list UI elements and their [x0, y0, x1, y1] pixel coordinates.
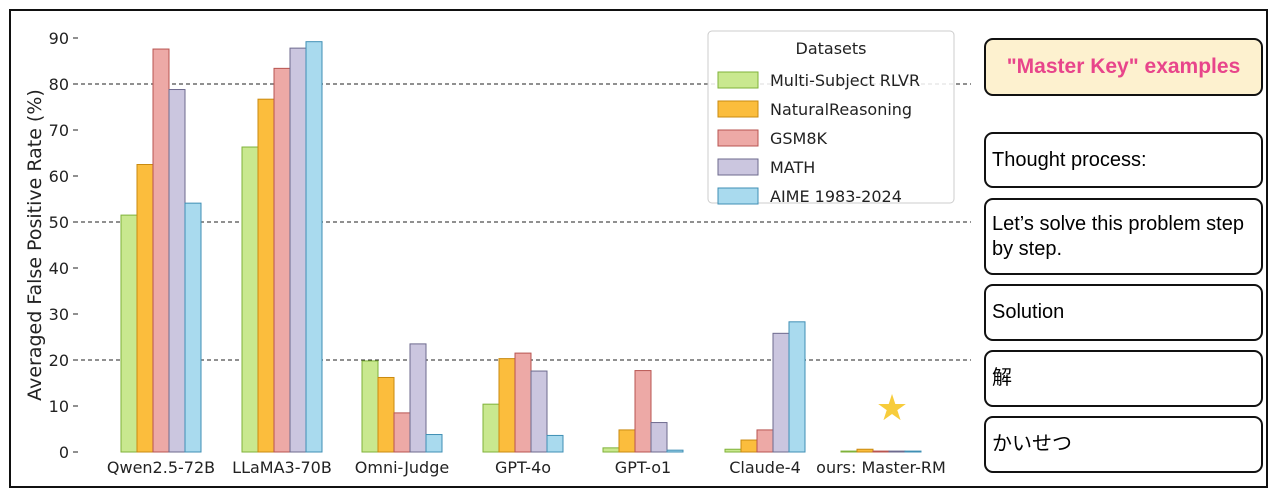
bar	[904, 450, 922, 453]
bar	[305, 41, 323, 453]
bar	[724, 448, 742, 453]
example-solution: Solution	[984, 284, 1263, 341]
bar	[498, 358, 516, 453]
y-tick-label: 0	[59, 443, 69, 462]
figure-frame: Averaged False Positive Rate (%) 0 10 20 30 4…	[9, 9, 1268, 488]
bar	[168, 89, 186, 453]
example-step-by-step: Let’s solve this problem step by step.	[984, 198, 1263, 275]
bar	[756, 429, 774, 453]
bar	[136, 164, 154, 453]
bar	[152, 48, 170, 453]
bar	[377, 376, 395, 453]
y-tick-label: 20	[49, 351, 69, 370]
y-tick-label: 10	[49, 397, 69, 416]
bar	[740, 439, 758, 453]
y-tick-label: 50	[49, 213, 69, 232]
bar	[856, 448, 874, 453]
bar	[514, 352, 532, 453]
bar	[650, 422, 668, 453]
bar	[482, 403, 500, 453]
x-tick-label: LLaMA3-70B	[232, 458, 332, 477]
bar	[634, 370, 652, 453]
example-chinese-solution: 解	[984, 350, 1263, 407]
bar	[361, 360, 379, 453]
master-key-title: "Master Key" examples	[984, 38, 1263, 96]
legend-swatch	[717, 129, 759, 147]
x-tick-label: GPT-o1	[615, 458, 671, 477]
legend-swatch	[717, 158, 759, 176]
bar	[840, 450, 858, 453]
bar	[409, 343, 427, 453]
x-tick-label: Claude-4	[729, 458, 801, 477]
example-japanese-solution: かいせつ	[984, 416, 1263, 473]
bar	[120, 214, 138, 453]
bar	[602, 447, 620, 453]
bar-chart: Averaged False Positive Rate (%) 0 10 20 30 4…	[24, 29, 971, 477]
legend-label: Multi-Subject RLVR	[770, 71, 920, 90]
example-thought-process: Thought process:	[984, 132, 1263, 188]
y-tick-label: 90	[49, 29, 69, 48]
bar	[184, 202, 202, 453]
bar	[530, 370, 548, 453]
bar	[289, 47, 307, 453]
y-tick-label: 30	[49, 305, 69, 324]
legend-swatch	[717, 187, 759, 205]
y-tick-label: 70	[49, 121, 69, 140]
bar	[788, 321, 806, 453]
bar	[872, 450, 890, 453]
bar	[546, 434, 564, 453]
legend-title: Datasets	[796, 39, 867, 58]
legend-swatch	[717, 71, 759, 89]
bar	[241, 146, 259, 453]
bar	[425, 434, 443, 453]
x-tick-label: GPT-4o	[495, 458, 551, 477]
legend-label: GSM8K	[770, 129, 828, 148]
bar	[666, 449, 684, 453]
legend-label: NaturalReasoning	[770, 100, 912, 119]
bar	[257, 98, 275, 453]
y-axis-label: Averaged False Positive Rate (%)	[24, 89, 46, 401]
star-icon: ★	[876, 388, 908, 429]
y-tick-label: 80	[49, 75, 69, 94]
bar	[888, 450, 906, 453]
legend-label: AIME 1983-2024	[770, 187, 902, 206]
bar	[618, 429, 636, 453]
x-tick-label: ours: Master-RM	[816, 458, 946, 477]
legend-box	[707, 30, 955, 204]
legend-swatch	[717, 100, 759, 118]
y-tick-label: 40	[49, 259, 69, 278]
legend-label: MATH	[770, 158, 815, 177]
x-tick-label: Qwen2.5-72B	[107, 458, 215, 477]
bar	[393, 412, 411, 453]
bar	[273, 67, 291, 453]
x-tick-label: Omni-Judge	[355, 458, 449, 477]
y-tick-label: 60	[49, 167, 69, 186]
bar	[772, 332, 790, 453]
